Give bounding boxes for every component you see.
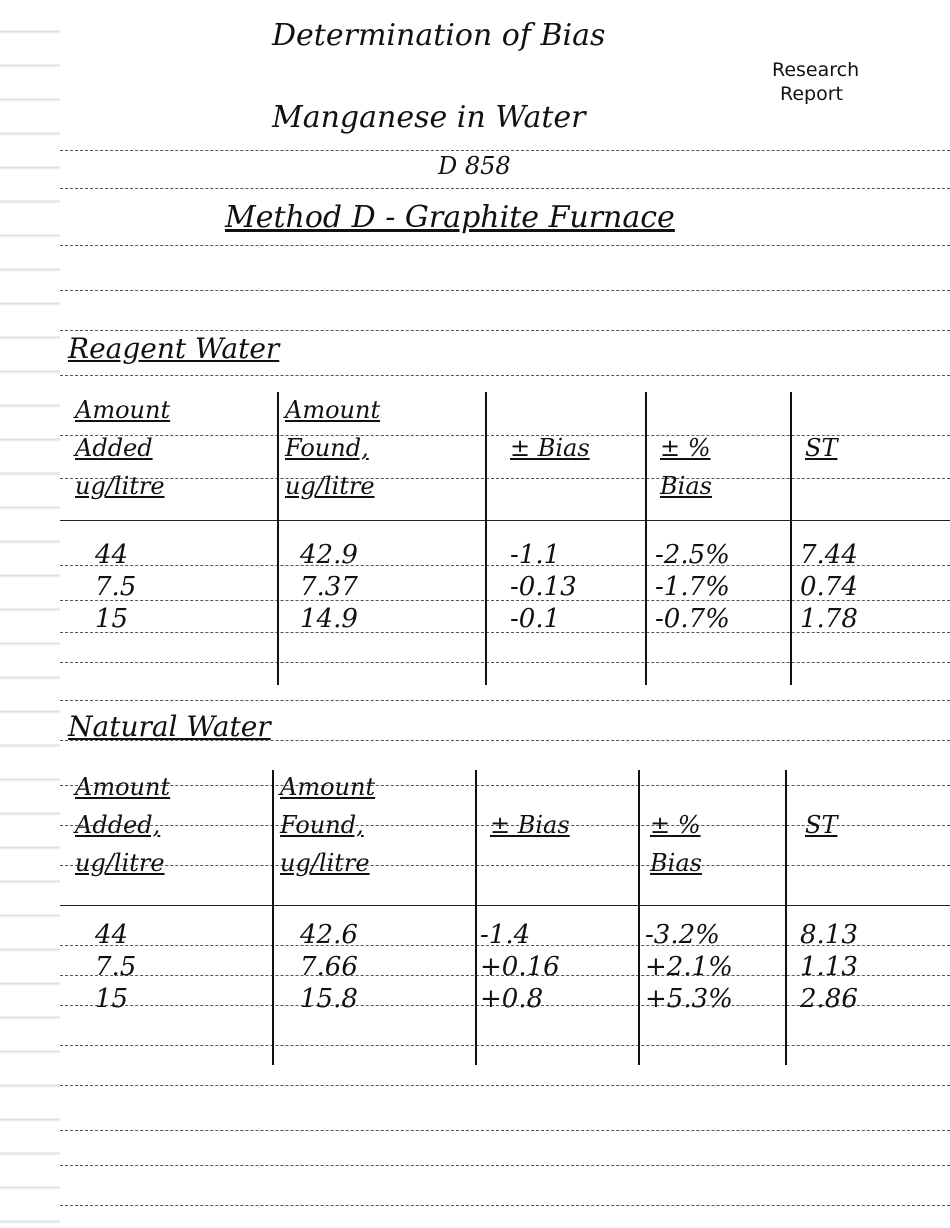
table-cell: 8.13 [800, 920, 858, 950]
table-column-divider [790, 392, 792, 685]
table-cell: 7.5 [95, 952, 137, 982]
natural-water-heading: Natural Water [68, 710, 271, 743]
reagent-water-heading: Reagent Water [68, 332, 280, 365]
table-cell: -0.1 [510, 604, 561, 634]
table-cell: 1.78 [800, 604, 858, 634]
ruled-line [60, 290, 950, 291]
table-cell: 42.9 [300, 540, 358, 570]
column-header-text: ug/litre [75, 472, 165, 500]
table-cell: +2.1% [645, 952, 733, 982]
table-cell: -0.13 [510, 572, 577, 602]
ruled-line [60, 1205, 950, 1206]
ruled-line [60, 825, 950, 826]
table-column-divider [638, 770, 640, 1065]
column-header-text: Added [75, 434, 153, 462]
title-line-2: Manganese in Water [272, 100, 586, 135]
table-cell: 15 [95, 604, 129, 634]
ruled-line [60, 435, 950, 436]
table-cell: -1.1 [510, 540, 561, 570]
title-line-1: Determination of Bias [272, 18, 606, 53]
ruled-line [60, 600, 950, 601]
table-column-divider [785, 770, 787, 1065]
column-header-text: Bias [650, 849, 702, 877]
ruled-line [60, 330, 950, 331]
ruled-line [60, 1005, 950, 1006]
table-cell: 7.44 [800, 540, 858, 570]
column-header-text: ST [805, 811, 838, 839]
table-cell: -1.7% [655, 572, 730, 602]
ruled-line [60, 785, 950, 786]
column-header-text: Bias [660, 472, 712, 500]
column-header-text: Added, [75, 811, 161, 839]
table-column-divider [485, 392, 487, 685]
ruled-line [60, 188, 950, 189]
ruled-line [60, 945, 950, 946]
column-header-text: ug/litre [280, 849, 370, 877]
table-cell: -3.2% [645, 920, 720, 950]
column-header-text: ug/litre [285, 472, 375, 500]
column-header-text: Amount [285, 396, 381, 424]
table-cell: -0.7% [655, 604, 730, 634]
table-cell: 14.9 [300, 604, 358, 634]
table-cell: 15 [95, 984, 129, 1014]
column-header-text: Amount [75, 396, 171, 424]
title-line-3: D 858 [438, 152, 511, 180]
ruled-line [60, 1165, 950, 1166]
column-header-text: ± % [650, 811, 701, 839]
table-column-divider [277, 392, 279, 685]
page-margin-scan-edge [0, 0, 60, 1228]
table-column-divider [645, 392, 647, 685]
column-header-text: ST [805, 434, 838, 462]
ruled-line [60, 565, 950, 566]
table-cell: -1.4 [480, 920, 531, 950]
ruled-line [60, 1045, 950, 1046]
table-cell: 7.37 [300, 572, 358, 602]
stamp-research: Research [772, 59, 860, 81]
ruled-line [60, 245, 950, 246]
table-cell: +0.16 [480, 952, 560, 982]
column-header-text: ± Bias [510, 434, 590, 462]
table-cell: 2.86 [800, 984, 858, 1014]
column-header-text: Found, [285, 434, 369, 462]
ruled-line [60, 740, 950, 741]
ruled-line [60, 865, 950, 866]
table-cell: +5.3% [645, 984, 733, 1014]
table-cell: 44 [95, 540, 129, 570]
column-header-text: ± % [660, 434, 711, 462]
table-cell: 42.6 [300, 920, 358, 950]
column-header-text: Amount [75, 773, 171, 801]
column-header-text: Found, [280, 811, 364, 839]
column-header-text: ug/litre [75, 849, 165, 877]
table-cell: 0.74 [800, 572, 858, 602]
stamp-report: Report [780, 83, 843, 105]
table-cell: 15.8 [300, 984, 358, 1014]
ruled-line [60, 905, 950, 906]
table-cell: 7.66 [300, 952, 358, 982]
ruled-line [60, 375, 950, 376]
column-header-text: ± Bias [490, 811, 570, 839]
table-column-divider [475, 770, 477, 1065]
ruled-line [60, 1130, 950, 1131]
method-heading: Method D - Graphite Furnace [225, 200, 675, 235]
table-cell: 44 [95, 920, 129, 950]
ruled-line [60, 975, 950, 976]
table-cell: -2.5% [655, 540, 730, 570]
table-cell: +0.8 [480, 984, 544, 1014]
ruled-line [60, 478, 950, 479]
ruled-line [60, 520, 950, 521]
table-cell: 1.13 [800, 952, 858, 982]
ruled-line [60, 632, 950, 633]
ruled-line [60, 700, 950, 701]
column-header-text: Amount [280, 773, 376, 801]
ruled-line [60, 662, 950, 663]
ruled-line [60, 150, 950, 151]
ruled-line [60, 1085, 950, 1086]
table-column-divider [272, 770, 274, 1065]
table-cell: 7.5 [95, 572, 137, 602]
